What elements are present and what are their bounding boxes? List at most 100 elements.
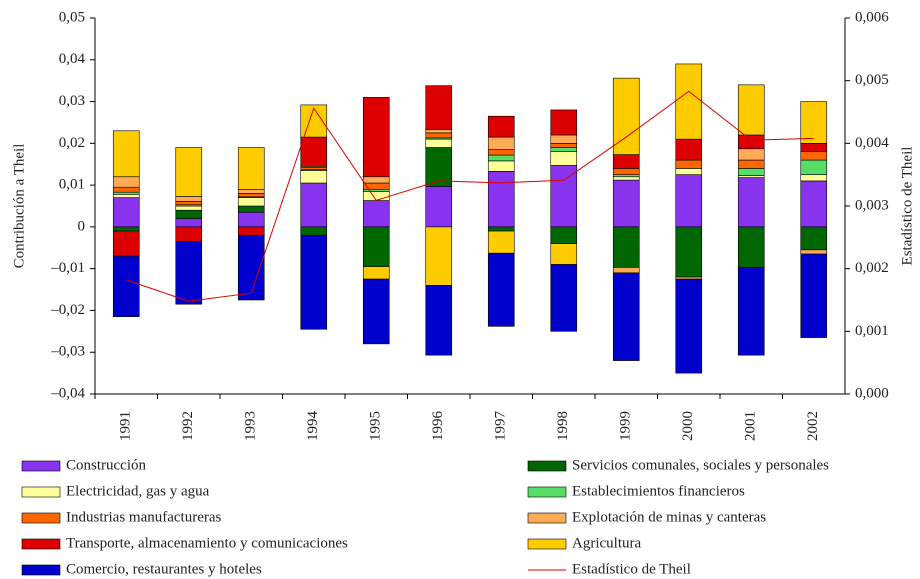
bar-segment [425,186,453,228]
bar-segment [175,201,203,206]
bar-segment [175,205,203,211]
bar-segment [362,278,390,345]
legend-swatch [527,538,567,550]
bar-segment [675,159,703,169]
bar-segment [112,194,140,198]
y-axis-title: Contribución a Theil [11,144,27,269]
bar-segment [675,278,703,374]
legend-swatch [21,538,61,550]
bar-segment [362,266,390,280]
bar-segment [550,134,578,144]
bar-segment [550,109,578,136]
bar-segment [425,129,453,134]
legend-swatch [21,486,61,498]
bar-segment [425,85,453,130]
bar-segment [300,226,328,236]
bar-segment [112,230,140,257]
bar-segment [675,63,703,140]
legend-label: Agricultura [572,535,641,551]
bar-segment [175,218,203,228]
bar-segment [612,176,640,181]
legend-label: Construcción [66,457,146,473]
bar-segment [112,130,140,178]
bar-segment [800,226,828,251]
bar-segment [425,226,453,286]
bar-segment [800,143,828,152]
y-tick-label: –0,04 [50,385,85,401]
bar-segment [675,138,703,161]
x-tick-label: 1997 [493,411,509,442]
legend-swatch [527,486,567,498]
bar-segment [612,267,640,274]
legend-label: Electricidad, gas y agua [66,483,210,499]
bar-segment [487,154,515,162]
x-tick-label: 1991 [118,411,134,441]
bar-segment [112,186,140,193]
bar-segment [237,205,265,213]
bar-segment [362,191,390,201]
bar-segment [675,174,703,228]
legend-label: Establecimientos financieros [572,483,745,499]
bar-segment [737,134,765,150]
legend-label: Estadístico de Theil [572,561,691,577]
bar-segment [487,115,515,138]
bar-segment [737,168,765,176]
bar-segment [550,264,578,332]
bar-segment [175,241,203,305]
y-tick-label: 0,01 [59,177,85,193]
bar-segment [237,193,265,198]
x-tick-label: 1996 [430,411,446,442]
bar-segment [300,182,328,228]
theil-line [126,90,814,302]
x-tick-label: 1994 [305,411,321,442]
y2-tick-label: 0,003 [855,197,889,213]
bar-segment [675,226,703,278]
bar-segment [487,226,515,232]
bar-segment [550,243,578,265]
bar-segment [800,101,828,144]
bar-segment [737,226,765,268]
y2-tick-label: 0,006 [855,9,889,25]
bar-segment [612,168,640,175]
bar-segment [237,197,265,207]
bar-segment [612,179,640,228]
x-tick-label: 1995 [368,411,384,441]
bar-segment [112,255,140,318]
bar-segment [737,84,765,136]
y-tick-label: –0,01 [50,260,85,276]
bar-segment [237,147,265,190]
bar-segment [175,196,203,202]
bar-segment [612,226,640,268]
bar-segment [737,175,765,178]
y-tick-label: 0 [78,218,86,234]
x-tick-label: 2001 [743,411,759,441]
x-tick-label: 1998 [555,411,571,441]
legend-label: Industrias manufactureras [66,509,222,525]
bar-segment [362,200,390,228]
bar-segment [487,160,515,172]
y-tick-label: 0,04 [59,51,86,67]
legend-swatch [527,460,567,472]
bar-segment [550,165,578,228]
y-tick-label: –0,03 [50,344,85,360]
y2-tick-label: 0,005 [855,72,889,88]
bar-segment [612,77,640,155]
bar-segment [300,136,328,167]
x-tick-label: 1999 [618,411,634,441]
legend-label: Transporte, almacenamiento y comunicacio… [66,535,348,551]
bar-segment [612,272,640,361]
y2-tick-label: 0,000 [855,385,889,401]
bar-segment [300,170,328,184]
x-tick-label: 1993 [243,411,259,441]
bar-segment [800,180,828,228]
bar-segment [550,143,578,148]
bar-segment [800,253,828,338]
bar-segment [737,159,765,169]
y-tick-label: 0,02 [59,135,85,151]
y2-tick-label: 0,001 [855,323,889,339]
bar-segment [237,226,265,236]
bar-segment [737,177,765,228]
bar-segment [362,176,390,184]
bar-segment [362,226,390,267]
